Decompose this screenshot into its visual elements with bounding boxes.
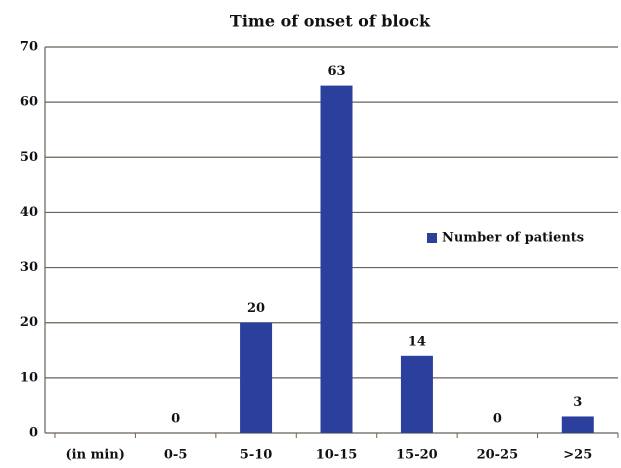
x-tick-label: 5-10 (240, 448, 273, 463)
bar (240, 322, 273, 433)
y-tick-label: 10 (20, 370, 38, 385)
y-tick-label: 50 (20, 150, 38, 165)
y-tick-label: 60 (20, 95, 38, 110)
data-label: 3 (573, 395, 582, 410)
y-tick-label: 0 (29, 426, 38, 441)
data-label: 0 (171, 412, 180, 427)
y-tick-label: 70 (20, 40, 38, 55)
data-label: 14 (408, 334, 426, 349)
data-label: 20 (247, 301, 265, 316)
bar (400, 355, 433, 433)
bar (320, 85, 353, 433)
x-tick-label: 10-15 (316, 448, 358, 463)
y-tick-label: 40 (20, 205, 38, 220)
x-tick-label: 15-20 (396, 448, 438, 463)
x-tick-label: (in min) (66, 448, 125, 463)
data-label: 0 (493, 412, 502, 427)
bar (561, 416, 594, 433)
chart-title: Time of onset of block (230, 12, 431, 31)
y-tick-label: 30 (20, 260, 38, 275)
data-label: 63 (327, 64, 345, 79)
x-tick-label: >25 (563, 448, 592, 463)
legend-swatch (427, 233, 437, 243)
x-tick-label: 20-25 (477, 448, 519, 463)
legend-label: Number of patients (442, 231, 584, 246)
y-tick-label: 20 (20, 315, 38, 330)
x-tick-label: 0-5 (164, 448, 188, 463)
